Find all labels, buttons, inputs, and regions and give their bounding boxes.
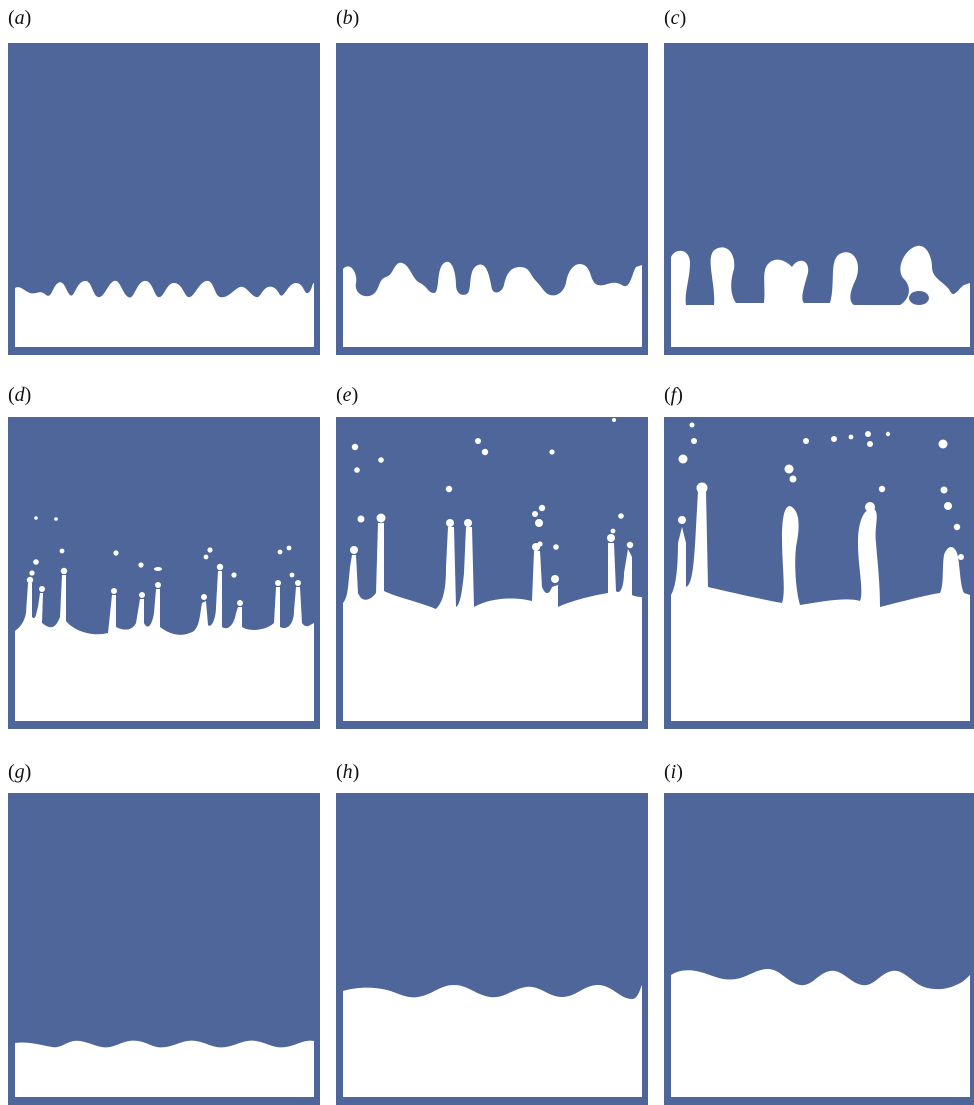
panel-c [664,43,974,355]
panel-label-g: (g) [8,761,32,783]
panel-a-image [8,43,320,355]
panel-label-i: (i) [664,761,683,783]
panel-f-image [664,417,974,729]
panel-b [336,43,648,355]
panel-g [8,793,320,1105]
panel-label-b: (b) [336,7,360,29]
panel-f [664,417,974,729]
panel-i [664,793,974,1105]
panel-g-image [8,793,320,1105]
panel-i-image [664,793,974,1105]
panel-label-h: (h) [336,761,360,783]
panel-c-image [664,43,974,355]
panel-b-image [336,43,648,355]
panel-label-f: (f) [664,384,683,406]
panel-label-c: (c) [664,7,687,29]
panel-d [8,417,320,729]
panel-d-image [8,417,320,729]
panel-e [336,417,648,729]
panel-label-a: (a) [8,7,32,29]
panel-h [336,793,648,1105]
panel-e-image [336,417,648,729]
panel-label-d: (d) [8,384,32,406]
panel-a [8,43,320,355]
panel-label-e: (e) [336,384,359,406]
panel-h-image [336,793,648,1105]
